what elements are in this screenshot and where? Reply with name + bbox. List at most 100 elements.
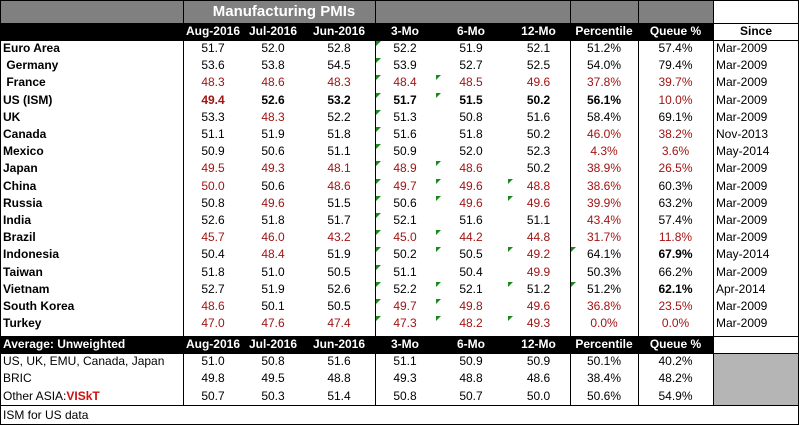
col-header-since: Since: [713, 23, 799, 40]
average-value-cell: 51.4: [327, 388, 351, 403]
vertical-rule: [713, 0, 714, 406]
value-cell: 11.8%: [658, 230, 693, 245]
row-label: US (ISM): [3, 92, 53, 107]
value-cell: 52.2: [327, 109, 351, 124]
value-cell: 63.2%: [658, 195, 693, 210]
table-row: Euro Area 51.7 52.0 52.8 52.2 51.9 52.1 51.2% 57…: [0, 40, 799, 57]
value-cell: 45.7: [201, 230, 225, 245]
table-row: France 48.3 48.6 48.3 48.4 48.5 49.6 37.8% 39.7%…: [0, 74, 799, 91]
value-cell: 52.6: [201, 213, 225, 227]
col-header: Queue %: [649, 337, 702, 351]
average-title: Average: Unweighted: [3, 337, 126, 351]
average-value-cell: 54.9%: [658, 388, 693, 403]
table-row: Mexico 50.9 50.6 51.1 50.9 52.0 52.3 4.3% 3.6% Ma…: [0, 143, 799, 160]
table-row: China 50.0 50.6 48.6 49.7 49.6 48.8 38.6% 60.3% M…: [0, 178, 799, 195]
since-cell: Mar-2009: [716, 178, 768, 193]
table-row: South Korea 48.6 50.1 50.5 49.7 49.8 49.6 36.8%…: [0, 298, 799, 315]
value-cell: 51.6: [459, 213, 483, 227]
col-header: 3-Mo: [391, 337, 419, 351]
value-cell: 52.8: [327, 41, 351, 55]
value-cell: 49.6: [507, 195, 570, 212]
value-cell: 51.5: [327, 195, 351, 210]
value-cell: 49.3: [261, 161, 285, 176]
value-cell: 48.2: [435, 315, 507, 332]
average-value-cell: 50.8: [261, 354, 285, 368]
value-cell: 51.7: [327, 213, 351, 227]
value-cell: 51.7: [375, 92, 435, 109]
horizontal-rule: [0, 40, 799, 41]
value-cell: 38.6%: [586, 178, 622, 193]
average-value-cell: 51.0: [201, 354, 225, 368]
value-cell: 49.6: [261, 195, 285, 210]
average-value-cell: 51.1: [393, 354, 417, 368]
value-cell: 50.9: [375, 143, 435, 160]
horizontal-rule: [0, 353, 799, 354]
value-cell: 47.0: [201, 316, 225, 331]
average-value-cell: 50.9: [526, 354, 551, 368]
value-cell: 51.2%: [570, 281, 638, 298]
row-label: UK: [3, 109, 21, 124]
header-filler: [713, 336, 799, 353]
col-header: Queue %: [649, 24, 702, 38]
col-header: Aug-2016: [185, 24, 241, 38]
value-cell: 52.0: [261, 41, 285, 55]
value-cell: 53.6: [201, 58, 225, 73]
col-header: Jun-2016: [312, 24, 366, 38]
average-value-cell: 49.8: [201, 371, 225, 386]
value-cell: 51.9: [459, 41, 483, 55]
value-cell: 50.2: [526, 161, 551, 176]
value-cell: 47.4: [327, 316, 351, 331]
value-cell: 48.3: [327, 75, 351, 90]
value-cell: 31.7%: [586, 230, 622, 245]
row-label: Japan: [3, 161, 38, 176]
average-row: Other ASIA:VISkT 50.7 50.3 51.4 50.8 50.7 50.0…: [0, 388, 799, 405]
column-header-row: Aug-2016 Jul-2016 Jun-2016 3-Mo 6-Mo 12-…: [0, 23, 799, 40]
value-cell: 48.6: [435, 160, 507, 177]
value-cell: 46.0: [261, 230, 285, 245]
row-label: Turkey: [3, 316, 42, 331]
table-row: Canada 51.1 51.9 51.8 51.6 51.8 50.2 46.0% 38.2%…: [0, 126, 799, 143]
row-label: Canada: [3, 127, 47, 141]
value-cell: 48.9: [375, 160, 435, 177]
value-cell: 48.8: [507, 178, 570, 195]
value-cell: 4.3%: [590, 144, 618, 159]
value-cell: 67.9%: [658, 247, 693, 262]
vertical-rule: [0, 405, 1, 425]
value-cell: 60.3%: [658, 178, 693, 193]
value-cell: 43.4%: [586, 213, 622, 227]
value-cell: 37.8%: [586, 75, 622, 90]
average-value-cell: 51.6: [327, 354, 351, 368]
value-cell: 51.1: [375, 264, 435, 281]
col-header: 6-Mo: [457, 337, 485, 351]
header-blank: [0, 23, 183, 40]
vertical-rule: [183, 0, 184, 406]
value-cell: 48.3: [201, 75, 225, 90]
value-cell: 49.8: [435, 298, 507, 315]
value-cell: 53.9: [375, 57, 435, 74]
col-header: Aug-2016: [185, 337, 241, 351]
value-cell: 50.6: [261, 144, 285, 159]
col-header: 12-Mo: [521, 337, 556, 351]
value-cell: 0.0%: [661, 316, 690, 331]
average-value-cell: 48.6: [526, 371, 551, 386]
average-header-row: Average: Unweighted Aug-2016 Jul-2016 Ju…: [0, 336, 799, 353]
col-header: Jun-2016: [312, 337, 366, 351]
average-value-cell: 50.1%: [586, 354, 622, 368]
value-cell: 51.2: [507, 281, 570, 298]
vertical-rule: [375, 0, 376, 406]
average-value-cell: 50.6%: [586, 388, 622, 403]
value-cell: 49.5: [201, 161, 225, 176]
value-cell: 53.3: [201, 109, 225, 124]
value-cell: 38.2%: [658, 127, 693, 141]
value-cell: 52.2: [375, 281, 435, 298]
value-cell: 56.1%: [586, 92, 622, 107]
value-cell: 51.6: [526, 109, 551, 124]
average-value-cell: 48.8: [327, 371, 351, 386]
value-cell: 51.7: [201, 41, 225, 55]
filler-block: [713, 353, 799, 405]
value-cell: 49.2: [507, 246, 570, 263]
value-cell: 50.4: [201, 247, 225, 262]
average-value-cell: 50.3: [261, 388, 285, 403]
value-cell: 53.8: [261, 58, 285, 73]
value-cell: 66.2%: [658, 264, 693, 279]
